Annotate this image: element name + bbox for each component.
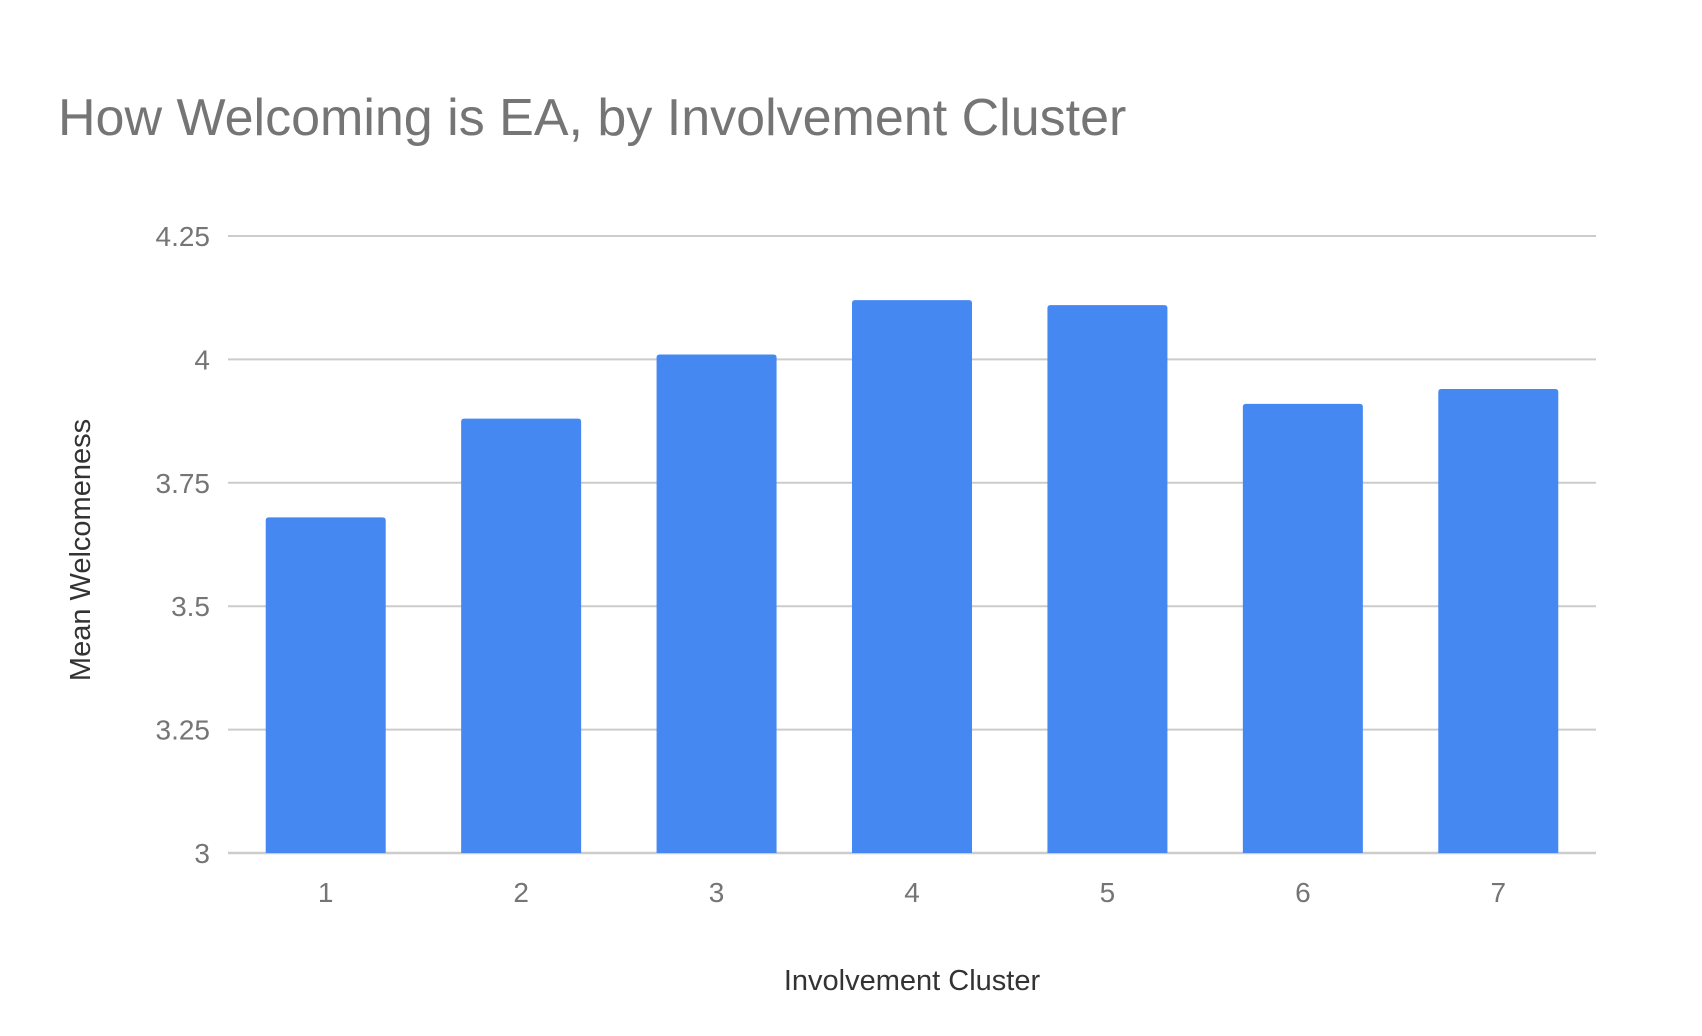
y-tick-label: 4: [194, 344, 210, 375]
chart-title: How Welcoming is EA, by Involvement Clus…: [58, 89, 1127, 147]
bar-3: [656, 354, 777, 853]
x-tick-label: 3: [709, 877, 725, 908]
x-axis-title: Involvement Cluster: [784, 965, 1041, 997]
bar-7: [1438, 389, 1559, 853]
bar-1: [265, 517, 386, 853]
x-tick-label: 7: [1490, 877, 1506, 908]
bar-6: [1242, 403, 1363, 853]
y-tick-label: 3: [194, 838, 210, 869]
bar-5: [1047, 305, 1168, 853]
y-tick-label: 3.75: [156, 468, 211, 499]
x-tick-label: 2: [513, 877, 529, 908]
x-tick-label: 5: [1100, 877, 1116, 908]
x-tick-label: 4: [904, 877, 920, 908]
bar-4: [852, 300, 972, 854]
x-tick-label: 6: [1295, 877, 1311, 908]
x-axis-ticks: 1 2 3 4 5 6 7: [318, 877, 1506, 908]
x-tick-label: 1: [318, 877, 334, 908]
y-tick-label: 4.25: [156, 221, 211, 252]
y-axis-title: Mean Welcomeness: [65, 419, 97, 681]
y-tick-label: 3.5: [171, 591, 210, 622]
y-axis-ticks: 3 3.25 3.5 3.75 4 4.25: [156, 221, 211, 869]
bar-2: [461, 418, 582, 853]
y-tick-label: 3.25: [156, 715, 211, 746]
bars: [265, 300, 1559, 854]
